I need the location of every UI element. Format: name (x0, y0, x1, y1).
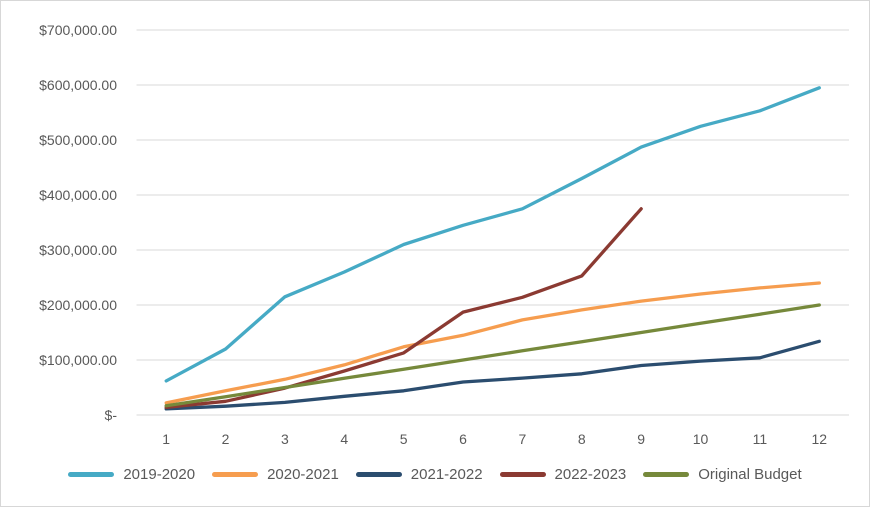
legend-item-2021-2022[interactable]: 2021-2022 (355, 465, 483, 483)
x-axis-label: 11 (753, 431, 768, 447)
series-line-2022-2023[interactable] (164, 207, 643, 409)
x-axis-label: 8 (578, 431, 586, 447)
x-axis-label: 1 (162, 431, 170, 447)
legend-swatch-icon (212, 471, 259, 477)
legend-label: 2020-2021 (267, 465, 339, 483)
legend-swatch-icon (643, 471, 690, 477)
x-axis-label: 2 (222, 431, 230, 447)
series-line-2019-2020[interactable] (164, 86, 821, 383)
x-axis-label: 3 (281, 431, 289, 447)
legend-swatch-icon (499, 471, 546, 477)
chart-legend: 2019-2020 2020-2021 2021-2022 2022-2023 Orig… (1, 459, 869, 489)
y-axis-label: $- (105, 407, 118, 423)
y-axis-label: $400,000.00 (39, 187, 117, 203)
x-axis-label: 5 (400, 431, 408, 447)
y-axis-label: $300,000.00 (39, 242, 117, 258)
y-axis-label: $100,000.00 (39, 352, 117, 368)
x-axis-label: 9 (637, 431, 645, 447)
legend-label: Original Budget (698, 465, 802, 483)
legend-label: 2019-2020 (123, 465, 196, 483)
y-axis-label: $700,000.00 (39, 22, 117, 38)
legend-item-2019-2020[interactable]: 2019-2020 (68, 466, 195, 483)
x-axis-label: 10 (693, 431, 709, 447)
series-line-2020-2021[interactable] (164, 281, 821, 405)
x-axis-label: 4 (340, 431, 348, 447)
line-chart: $- $100,000.00 $200,000.00 $300,000.00 $400,… (39, 22, 849, 447)
y-axis-label: $500,000.00 (39, 132, 117, 148)
legend-item-original-budget[interactable]: Original Budget (643, 465, 802, 483)
x-axis-label: 6 (459, 431, 467, 447)
legend-item-2020-2021[interactable]: 2020-2021 (212, 466, 339, 483)
y-axis-label: $600,000.00 (39, 77, 117, 93)
series-line-original-budget[interactable] (164, 303, 821, 408)
series-line-2021-2022[interactable] (164, 339, 821, 411)
legend-item-2022-2023[interactable]: 2022-2023 (499, 465, 627, 483)
x-axis-label: 7 (519, 431, 527, 447)
legend-swatch-icon (68, 471, 115, 477)
legend-label: 2022-2023 (554, 465, 627, 483)
legend-swatch-icon (355, 471, 402, 477)
y-axis-label: $200,000.00 (39, 297, 117, 313)
x-axis-label: 12 (812, 431, 828, 447)
legend-label: 2021-2022 (410, 465, 483, 483)
